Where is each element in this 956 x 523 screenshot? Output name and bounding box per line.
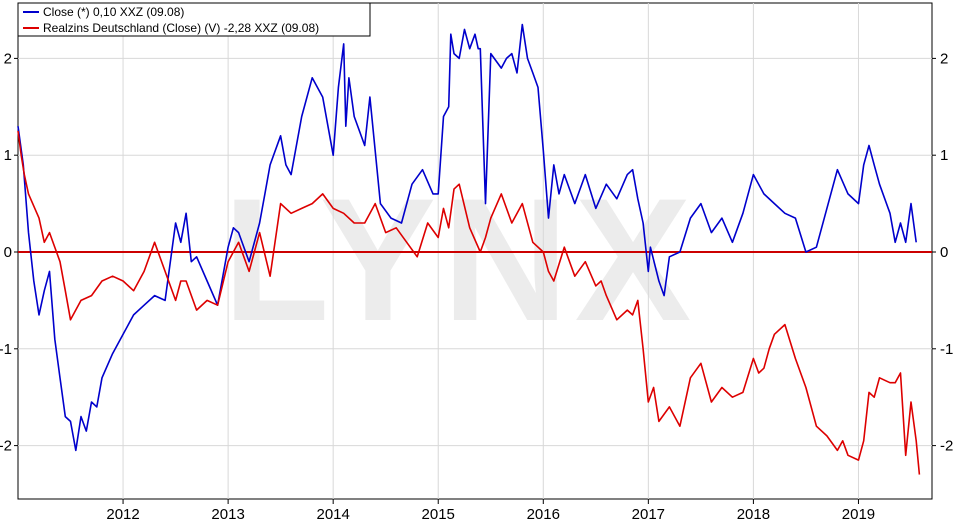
x-axis: 2012 2013 2014 2015 2016 2017 2018 2019: [106, 499, 875, 523]
legend-box: [17, 2, 371, 37]
y-tick-label-right: -1: [940, 341, 953, 358]
y-tick-label-right: 2: [940, 50, 948, 67]
series-layer: [17, 23, 921, 475]
x-tick-label: 2012: [106, 506, 139, 523]
y-tick-label-right: 0: [940, 244, 948, 261]
y-tick-label-left: 1: [4, 147, 12, 164]
y-tick-label-right: 1: [940, 147, 948, 164]
y-tick-label-right: -2: [940, 438, 953, 455]
x-tick-label: 2018: [737, 506, 770, 523]
x-tick-label: 2017: [632, 506, 665, 523]
x-tick-label: 2019: [842, 506, 875, 523]
x-tick-label: 2014: [316, 506, 349, 523]
y-tick-label-left: 2: [4, 50, 12, 67]
series-line-close: [17, 23, 917, 452]
x-tick-label: 2015: [422, 506, 455, 523]
legend-label-close: Close (*) 0,10 XXZ (09.08): [43, 5, 184, 19]
legend-label-realzins: Realzins Deutschland (Close) (V) -2,28 X…: [43, 21, 319, 35]
series-line-realzins: [17, 130, 921, 475]
y-tick-label-left: -2: [0, 438, 12, 455]
y-tick-label-left: -1: [0, 341, 12, 358]
watermark: LYNX: [223, 163, 698, 358]
y-axis: 2 2 1 1 0 0 -1 -1 -2 -2: [0, 50, 953, 454]
y-tick-label-left: 0: [4, 244, 12, 261]
x-tick-label: 2013: [211, 506, 244, 523]
legend: Close (*) 0,10 XXZ (09.08) Realzins Deut…: [17, 2, 371, 37]
x-tick-label: 2016: [527, 506, 560, 523]
